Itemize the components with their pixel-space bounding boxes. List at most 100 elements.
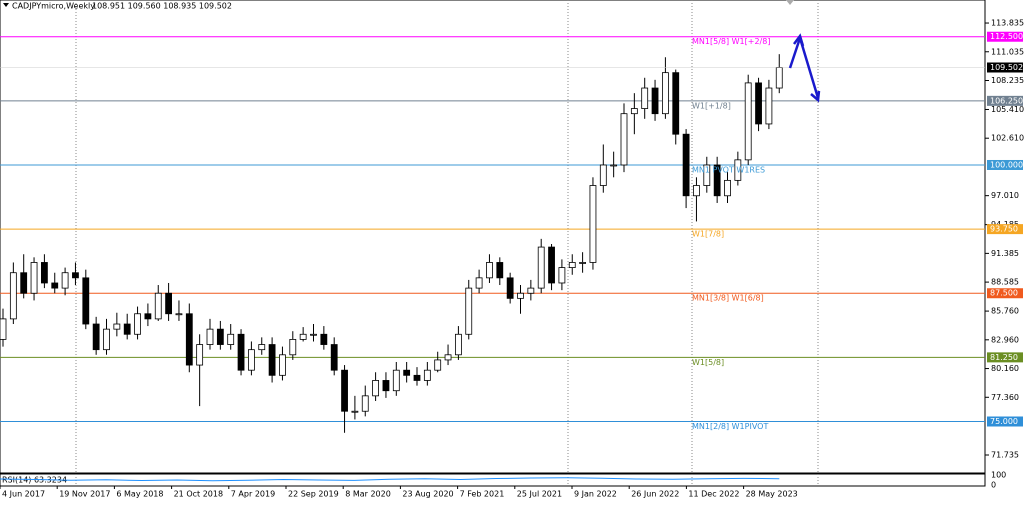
candle-body — [693, 185, 700, 197]
level-name: W1[5/8] — [692, 358, 724, 367]
candle-body — [341, 369, 348, 412]
x-tick-label: 4 Jun 2017 — [2, 490, 45, 499]
candle-body — [206, 328, 214, 345]
candle-body — [392, 369, 400, 392]
candle-body — [247, 349, 255, 371]
x-tick-label: 19 Nov 2017 — [59, 490, 110, 499]
level-price: 93.750 — [990, 225, 1018, 234]
level-tag — [987, 159, 1023, 170]
ohlc-header: 108.951 109.560 108.935 109.502 — [92, 2, 232, 11]
candle-body — [558, 267, 566, 284]
candle-body — [103, 328, 110, 351]
candle-body — [724, 179, 731, 197]
y-tick-label: 111.035 — [991, 47, 1024, 56]
x-tick-label: 6 May 2018 — [116, 490, 163, 499]
candle-body — [216, 328, 224, 345]
candle-body — [279, 354, 286, 376]
level-tag — [987, 416, 1023, 427]
candle-body — [579, 262, 586, 264]
candle-body — [165, 292, 173, 315]
rsi-frame — [0, 473, 986, 487]
y-tick-label: 91.385 — [991, 249, 1019, 258]
candle-body — [361, 395, 369, 412]
candle-body — [599, 164, 607, 186]
candle-body — [589, 185, 597, 263]
candle-body — [175, 313, 183, 316]
candle-body — [372, 380, 380, 397]
y-tick-label: 108.235 — [991, 76, 1024, 85]
candle-body — [620, 113, 628, 166]
current-price-tag — [987, 62, 1023, 73]
candle-body — [475, 277, 483, 289]
candle-body — [268, 344, 276, 376]
shift-marker — [786, 0, 794, 5]
candle-body — [82, 277, 90, 325]
y-tick-label: 82.960 — [991, 335, 1019, 344]
candle-body — [651, 87, 659, 115]
x-tick-label: 9 Jan 2022 — [574, 490, 617, 499]
level-name: W1[+1/8] — [692, 101, 731, 110]
candle-body — [196, 344, 204, 366]
candle-body — [537, 246, 545, 289]
arrow-head-down — [810, 90, 821, 103]
candle-body — [134, 313, 141, 335]
candle-body — [527, 287, 535, 294]
candle-body — [330, 344, 338, 371]
y-tick-label: 113.835 — [991, 19, 1024, 28]
candle-body — [496, 262, 504, 279]
candle-body — [454, 333, 462, 356]
candle-body — [351, 410, 359, 413]
candle-body — [61, 272, 69, 289]
candle-body — [320, 333, 328, 345]
candle-body — [662, 72, 669, 115]
candle-body — [755, 82, 762, 125]
current-price-label: 109.502 — [990, 63, 1023, 72]
rsi-title: RSI(14) 63.3234 — [2, 476, 67, 485]
candle-body — [51, 282, 59, 289]
candle-body — [548, 246, 555, 284]
candle-body — [672, 72, 680, 135]
level-name: MN1[5/8] W1[+2/8] — [692, 37, 770, 46]
y-tick-label: 102.610 — [991, 134, 1024, 143]
level-price: 112.500 — [990, 32, 1023, 41]
y-tick-label: 77.360 — [991, 393, 1019, 402]
candle-body — [610, 164, 618, 167]
x-tick-label: 7 Feb 2021 — [460, 490, 505, 499]
candle-body — [486, 262, 493, 279]
y-tick-label: 85.760 — [991, 307, 1019, 316]
level-name: MN1[3/8] W1[6/8] — [692, 294, 764, 303]
y-tick-label: 88.585 — [991, 278, 1019, 287]
candle-body — [465, 287, 473, 335]
candle-body — [0, 318, 7, 340]
candle-body — [237, 333, 245, 371]
level-price: 100.000 — [990, 160, 1023, 169]
x-tick-label: 23 Aug 2020 — [402, 490, 453, 499]
level-tag — [987, 288, 1023, 299]
forecast-arrow — [788, 33, 821, 103]
candle-body — [227, 333, 235, 345]
vertical-dividers — [75, 0, 819, 486]
candle-body — [185, 313, 193, 366]
candle-body — [775, 67, 783, 89]
y-tick-label: 105.410 — [991, 105, 1024, 114]
y-tick-label: 97.010 — [991, 191, 1019, 200]
rsi-tick-label: 100 — [991, 471, 1006, 480]
candle-body — [310, 333, 317, 336]
level-tag — [987, 224, 1023, 235]
candle-body — [113, 323, 121, 330]
candle-body — [517, 292, 524, 299]
candle-body — [506, 277, 514, 299]
candle-body — [41, 262, 48, 284]
candle-body — [765, 87, 773, 125]
x-tick-label: 22 Sep 2019 — [288, 490, 339, 499]
arrow-head-up — [793, 33, 805, 47]
candle-body — [703, 164, 711, 186]
x-tick-label: 8 Mar 2020 — [345, 490, 391, 499]
candle-body — [92, 323, 100, 351]
candle-body — [382, 380, 390, 392]
candle-body — [9, 272, 17, 320]
dropdown-icon — [3, 3, 9, 7]
candle-body — [568, 262, 576, 268]
candle-body — [682, 133, 690, 197]
y-tick-label: 80.160 — [991, 364, 1019, 373]
